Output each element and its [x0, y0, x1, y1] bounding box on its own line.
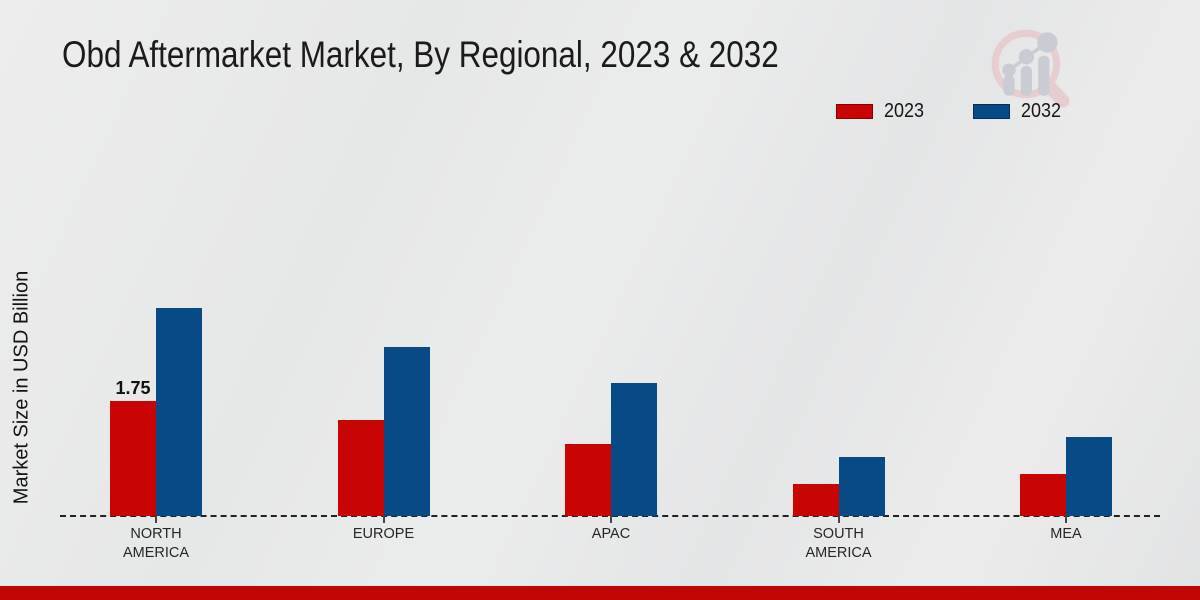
x-axis-tick-europe	[382, 516, 385, 523]
x-axis-label-mea: MEA	[1050, 526, 1082, 542]
bar-2032-mea	[1066, 437, 1112, 516]
chart-title: Obd Aftermarket Market, By Regional, 202…	[62, 34, 779, 75]
x-axis-label-apac: APAC	[591, 526, 631, 542]
bar-2023-apac	[565, 444, 611, 516]
bar-2023-north-america	[110, 401, 156, 516]
footer-accent-bar	[0, 586, 1200, 600]
x-axis-label-europe: EUROPE	[352, 526, 415, 542]
legend-item-2023: 2023	[836, 100, 929, 123]
legend-item-2032: 2032	[972, 100, 1066, 123]
bar-2023-europe	[337, 420, 384, 516]
x-axis-tick-apac	[610, 516, 612, 523]
legend-swatch-2032	[972, 104, 1010, 119]
bar-2032-europe	[383, 347, 430, 516]
x-axis-tick-south-america	[837, 516, 840, 523]
legend-swatch-2023	[836, 104, 873, 119]
bar-2023-mea	[1020, 474, 1066, 516]
x-axis-label-south-america: SOUTH AMERICA	[805, 526, 872, 561]
value-label-2023-north-america: 1.75	[115, 378, 151, 398]
bar-2032-north-america	[156, 308, 202, 516]
legend: 2023 2032	[836, 100, 1065, 123]
x-axis-label-north-america: NORTH AMERICA	[122, 526, 190, 561]
bar-2023-south-america	[792, 484, 839, 516]
market-research-logo-watermark-icon	[991, 29, 1070, 108]
legend-label-2032: 2032	[1020, 100, 1061, 122]
legend-label-2023: 2023	[884, 100, 925, 122]
x-axis-tick-mea	[1065, 516, 1067, 523]
x-axis-tick-north-america	[155, 516, 157, 523]
bar-2032-apac	[611, 383, 657, 516]
bar-2032-south-america	[838, 457, 885, 516]
